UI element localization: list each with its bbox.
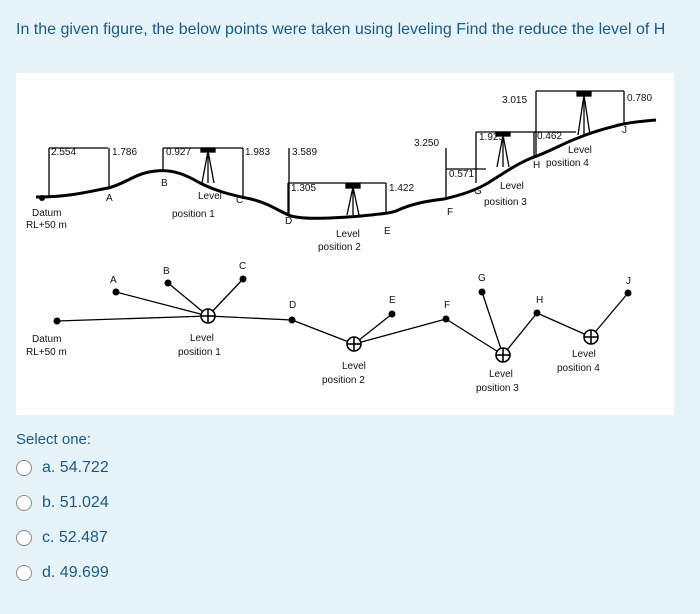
station-2-icon bbox=[346, 336, 362, 352]
profile-diagram bbox=[35, 90, 657, 220]
level-label: Level bbox=[342, 361, 366, 372]
reading-label: 1.983 bbox=[245, 147, 270, 158]
level-label: Level bbox=[572, 349, 596, 360]
point-label: F bbox=[447, 207, 453, 218]
option-label[interactable]: b. 51.024 bbox=[42, 494, 109, 511]
point-label: B bbox=[163, 266, 170, 277]
datum-rl-label: RL+50 m bbox=[26, 220, 67, 231]
question-text: In the given figure, the below points we… bbox=[16, 21, 666, 38]
point-label: H bbox=[536, 295, 543, 306]
point-label: G bbox=[474, 186, 482, 197]
option-d[interactable]: d. 49.699 bbox=[16, 560, 109, 586]
datum-rl-label: RL+50 m bbox=[26, 347, 67, 358]
option-a[interactable]: a. 54.722 bbox=[16, 455, 109, 481]
reading-label: 0.780 bbox=[627, 93, 652, 104]
point-label: A bbox=[106, 193, 113, 204]
position-label: position 1 bbox=[178, 347, 221, 358]
level-label: Level bbox=[500, 181, 524, 192]
plan-point-d bbox=[288, 316, 296, 324]
option-c[interactable]: c. 52.487 bbox=[16, 525, 108, 551]
point-label: D bbox=[285, 216, 292, 227]
radio-button-icon[interactable] bbox=[16, 460, 32, 476]
point-label: H bbox=[533, 160, 540, 171]
plan-labels: A B C D E F G H J Datum RL+50 m Level po… bbox=[26, 261, 631, 394]
plan-point-a bbox=[112, 288, 120, 296]
reading-label: 1.925 bbox=[479, 132, 504, 143]
plan-point-g bbox=[478, 288, 486, 296]
plan-point-c bbox=[239, 275, 247, 283]
plan-point-j bbox=[624, 289, 632, 297]
point-label: A bbox=[110, 275, 117, 286]
point-label: E bbox=[384, 226, 391, 237]
position-label: position 4 bbox=[546, 158, 589, 169]
datum-label: Datum bbox=[32, 334, 61, 345]
plan-point-h bbox=[533, 309, 541, 317]
reading-label: 1.305 bbox=[291, 183, 316, 194]
leveling-diagram: 2.554 1.786 0.927 1.983 3.589 1.305 1.42… bbox=[26, 90, 657, 394]
station-3-icon bbox=[495, 347, 511, 363]
level-instrument-2-icon bbox=[345, 183, 361, 216]
leveling-figure: 2.554 1.786 0.927 1.983 3.589 1.305 1.42… bbox=[16, 73, 674, 415]
ground-profile-line bbox=[35, 118, 657, 220]
radio-button-icon[interactable] bbox=[16, 495, 32, 511]
plan-point-f bbox=[442, 315, 450, 323]
point-label: C bbox=[239, 261, 246, 272]
level-label: Level bbox=[336, 229, 360, 240]
point-label: C bbox=[236, 195, 243, 206]
position-label: position 1 bbox=[172, 209, 215, 220]
level-label: Level bbox=[198, 191, 222, 202]
reading-label: 0.571 bbox=[449, 169, 474, 180]
option-label[interactable]: d. 49.699 bbox=[42, 564, 109, 581]
datum-point bbox=[39, 195, 45, 201]
profile-point-labels: A B C D E F G H J Datum RL+50 m Level po… bbox=[26, 125, 627, 253]
plan-point-datum bbox=[53, 317, 61, 325]
station-4-icon bbox=[583, 329, 599, 345]
plan-point-b bbox=[164, 279, 172, 287]
level-label: Level bbox=[568, 145, 592, 156]
reading-label: 3.589 bbox=[292, 147, 317, 158]
option-label[interactable]: c. 52.487 bbox=[42, 529, 108, 546]
option-b[interactable]: b. 51.024 bbox=[16, 490, 109, 516]
position-label: position 4 bbox=[557, 363, 600, 374]
level-instrument-4-icon bbox=[576, 91, 592, 136]
option-label[interactable]: a. 54.722 bbox=[42, 459, 109, 476]
reading-labels: 2.554 1.786 0.927 1.983 3.589 1.305 1.42… bbox=[51, 93, 652, 194]
plan-point-e bbox=[388, 310, 396, 318]
station-1-icon bbox=[200, 308, 216, 324]
point-label: F bbox=[444, 300, 450, 311]
reading-label: 3.015 bbox=[502, 95, 527, 106]
reading-label: 1.422 bbox=[389, 183, 414, 194]
select-one-label: Select one: bbox=[16, 431, 92, 448]
point-label: B bbox=[161, 178, 168, 189]
level-instrument-3-icon bbox=[495, 131, 511, 168]
reading-label: 1.786 bbox=[112, 147, 137, 158]
radio-button-icon[interactable] bbox=[16, 565, 32, 581]
plan-diagram bbox=[56, 278, 629, 356]
point-label: J bbox=[626, 276, 631, 287]
reading-label: 0.462 bbox=[537, 131, 562, 142]
position-label: position 2 bbox=[318, 242, 361, 253]
level-label: Level bbox=[489, 369, 513, 380]
staff-readings bbox=[48, 90, 625, 216]
position-label: position 3 bbox=[484, 197, 527, 208]
radio-button-icon[interactable] bbox=[16, 530, 32, 546]
point-label: G bbox=[478, 273, 486, 284]
position-label: position 2 bbox=[322, 375, 365, 386]
datum-label: Datum bbox=[32, 208, 61, 219]
level-label: Level bbox=[190, 333, 214, 344]
reading-label: 3.250 bbox=[414, 138, 439, 149]
reading-label: 2.554 bbox=[51, 147, 76, 158]
point-label: D bbox=[289, 300, 296, 311]
point-label: E bbox=[389, 295, 396, 306]
plan-points bbox=[53, 275, 632, 325]
plan-stations bbox=[200, 308, 599, 363]
position-label: position 3 bbox=[476, 383, 519, 394]
reading-label: 0.927 bbox=[166, 147, 191, 158]
point-label: J bbox=[622, 125, 627, 136]
level-instrument-1-icon bbox=[200, 147, 216, 184]
